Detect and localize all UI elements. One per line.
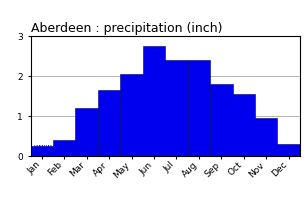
Bar <box>255 118 278 156</box>
Bar <box>188 60 210 156</box>
Bar <box>278 144 300 156</box>
Bar <box>143 46 165 156</box>
Bar <box>53 140 76 156</box>
Text: www.allmetsat.com: www.allmetsat.com <box>33 143 108 152</box>
Bar <box>76 108 98 156</box>
Bar <box>31 146 53 156</box>
Bar <box>165 60 188 156</box>
Text: Aberdeen : precipitation (inch): Aberdeen : precipitation (inch) <box>31 22 222 35</box>
Bar <box>210 84 233 156</box>
Bar <box>98 90 120 156</box>
Bar <box>233 94 255 156</box>
Bar <box>120 74 143 156</box>
